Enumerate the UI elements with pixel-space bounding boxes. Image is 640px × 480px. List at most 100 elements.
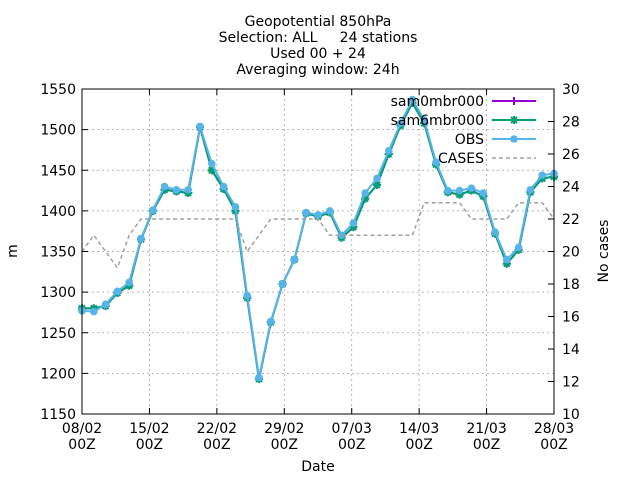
data-point-circle [349,219,358,227]
x-tick-label: 29/02 [264,421,304,437]
x-tick-label: 21/03 [466,421,506,437]
data-point-circle [432,158,440,166]
data-point-circle [538,171,546,179]
x-tick-label: 15/02 [129,421,169,437]
y-tick-label: 1300 [40,285,76,301]
data-point-circle [219,182,228,191]
data-point-circle [172,185,181,194]
x-tick-label: 00Z [68,437,95,453]
axis-ticks: 08/0200Z15/0200Z22/0200Z29/0200Z07/0300Z… [40,82,580,453]
data-point-circle [526,185,535,194]
title-line: Geopotential 850hPa [245,14,392,30]
y2-axis-label: No cases [596,220,612,283]
series-cases [81,202,555,270]
data-point-circle [337,231,346,240]
series-line [81,202,555,270]
data-point-circle [290,255,299,264]
data-point-circle [196,122,204,131]
data-point-circle [444,186,452,195]
y-axis-label: m [5,244,21,258]
data-point-circle [420,116,429,124]
y-tick-label: 1200 [40,366,76,382]
data-point-circle [455,186,464,195]
data-point-circle [514,243,523,252]
x-tick-label: 00Z [473,437,500,453]
data-point-circle [510,135,518,143]
data-point-circle [408,95,417,104]
data-point-circle [125,278,133,287]
x-tick-label: 22/02 [197,421,237,437]
y2-tick-label: 12 [562,375,580,391]
data-point-circle [243,291,251,300]
title-line: Selection: ALL 24 stations [219,30,418,46]
data-point-circle [208,159,216,168]
y2-tick-label: 10 [562,407,580,423]
data-point-circle [184,185,192,194]
data-point-circle [101,300,110,309]
y2-tick-label: 22 [562,212,580,228]
data-point-circle [314,211,322,219]
series-layer [78,95,558,384]
y2-tick-label: 28 [562,115,580,131]
title-line: Used 00 + 24 [270,46,366,62]
legend-label: sam0mbr000 [391,94,484,110]
x-tick-label: 00Z [136,437,163,453]
legend-label: OBS [455,132,484,148]
y2-tick-label: 18 [562,277,580,293]
x-tick-label: 14/03 [399,421,439,437]
data-point-circle [149,206,157,214]
y2-tick-label: 24 [562,180,580,196]
data-point-circle [396,119,405,127]
series-sam0mbr000 [78,98,558,384]
x-tick-label: 07/03 [332,421,372,437]
legend: sam0mbr000 sam6mbr000 OBS CASES [391,94,536,167]
data-point-circle [90,307,98,316]
data-point-circle [326,207,334,215]
x-axis-label: Date [301,459,334,475]
data-point-star [373,180,381,189]
data-point-circle [361,189,370,197]
data-point-circle [302,208,311,217]
data-point-circle [160,182,169,191]
data-point-plus [510,97,518,105]
data-point-star [510,116,518,124]
series-sam6mbr000 [78,98,558,384]
x-tick-label: 00Z [338,437,365,453]
y2-tick-label: 30 [562,82,580,98]
data-point-circle [467,184,476,192]
x-tick-label: 00Z [405,437,432,453]
x-tick-label: 00Z [203,437,230,453]
data-point-circle [491,228,499,236]
legend-label: CASES [438,151,484,167]
y-tick-label: 1400 [40,204,76,220]
y-tick-label: 1350 [40,245,76,261]
series-obs [78,95,558,382]
y-tick-label: 1450 [40,163,76,179]
title-line: Averaging window: 24h [236,62,399,78]
data-point-circle [255,373,263,382]
y2-tick-label: 14 [562,342,580,358]
data-point-circle [137,234,145,243]
data-point-circle [278,280,287,288]
y-tick-label: 1550 [40,82,76,98]
legend-label: sam6mbr000 [391,113,484,129]
x-tick-label: 00Z [271,437,298,453]
data-point-circle [503,255,511,264]
y-tick-label: 1500 [40,123,76,139]
x-tick-label: 08/02 [62,421,102,437]
y2-tick-label: 16 [562,310,580,326]
x-tick-label: 00Z [540,437,567,453]
y2-tick-label: 20 [562,245,580,261]
data-point-circle [267,317,275,326]
y-tick-label: 1250 [40,326,76,342]
data-point-circle [479,189,488,197]
y2-tick-label: 26 [562,147,580,163]
data-point-circle [231,203,240,211]
gridlines [82,89,554,414]
data-point-circle [373,174,381,183]
x-tick-label: 28/03 [534,421,574,437]
data-point-circle [385,146,393,155]
y-tick-label: 1150 [40,407,76,423]
